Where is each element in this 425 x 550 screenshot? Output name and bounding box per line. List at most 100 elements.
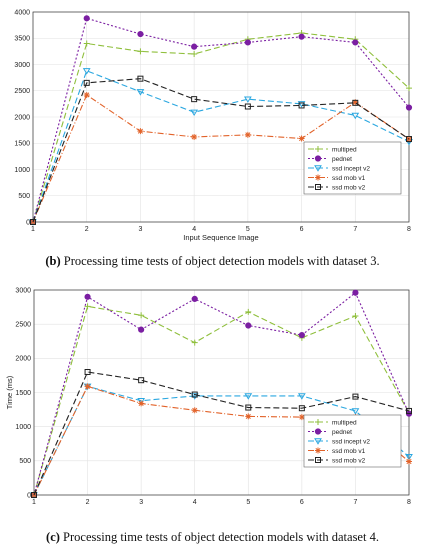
caption-b-tag: (b)	[45, 254, 61, 268]
x-tick-label: 8	[407, 226, 411, 233]
data-point	[83, 40, 90, 47]
y-tick-label: 2500	[15, 322, 31, 329]
data-point	[244, 393, 253, 400]
series-line	[33, 291, 410, 496]
legend-marker	[314, 428, 322, 435]
series-line	[32, 17, 410, 223]
data-point	[352, 39, 359, 46]
legend-marker	[315, 174, 321, 181]
data-point	[84, 369, 91, 375]
x-tick-label: 8	[407, 499, 411, 506]
data-point	[136, 89, 145, 96]
legend-marker	[314, 165, 322, 172]
legend-marker	[315, 447, 321, 454]
y-tick-label: 500	[19, 458, 31, 465]
legend-marker	[315, 184, 321, 190]
data-point	[406, 85, 412, 92]
data-point	[83, 15, 90, 22]
x-tick-label: 6	[300, 226, 304, 233]
data-point	[405, 454, 413, 461]
x-tick-label: 1	[32, 499, 36, 506]
data-point	[84, 383, 91, 390]
data-point	[191, 96, 198, 103]
y-tick-label: 1500	[15, 390, 31, 397]
y-tick-label: 1500	[14, 141, 30, 148]
data-point	[84, 303, 91, 310]
legend-label: multiped	[332, 146, 357, 153]
x-tick-label: 6	[300, 499, 304, 506]
x-tick-label: 4	[192, 226, 196, 233]
legend-marker	[314, 438, 322, 445]
legend: multiped pednet ssd incept v2 ssd mob v1 ssd…	[303, 141, 402, 195]
legend-marker	[314, 155, 322, 162]
data-point	[137, 48, 144, 55]
y-tick-label: 0	[26, 219, 30, 226]
data-point	[83, 79, 90, 86]
series-ssd-mob-v2	[30, 75, 412, 225]
legend-label: ssd incept v2	[332, 438, 370, 445]
legend-label: pednet	[332, 429, 352, 436]
data-point	[352, 99, 359, 106]
legend-marker	[315, 419, 321, 425]
data-point	[244, 131, 251, 138]
data-point	[298, 33, 305, 40]
x-tick-label: 5	[246, 499, 250, 506]
data-point	[84, 293, 91, 300]
y-tick-label: 1000	[15, 424, 31, 431]
data-point	[406, 407, 412, 414]
caption-c-tag: (c)	[46, 530, 60, 544]
data-point	[138, 326, 145, 333]
x-tick-label: 5	[246, 226, 250, 233]
data-point	[297, 101, 306, 108]
legend-label: ssd incept v2	[332, 165, 370, 172]
x-tick-label: 7	[353, 499, 357, 506]
series-ssd-mob-v2	[31, 369, 412, 498]
caption-c-text: Processing time tests of object detectio…	[59, 530, 379, 544]
legend-label: ssd mob v2	[332, 457, 366, 464]
data-point	[31, 492, 37, 498]
data-point	[298, 102, 305, 109]
y-tick-label: 3000	[14, 62, 30, 69]
data-point	[191, 295, 198, 302]
data-point	[352, 393, 359, 400]
data-point	[191, 133, 198, 140]
data-point	[351, 112, 360, 120]
y-tick-label: 2000	[14, 114, 30, 121]
y-tick-label: 2500	[14, 88, 30, 95]
legend-label: multiped	[332, 419, 357, 426]
legend-marker	[315, 457, 321, 463]
y-tick-label: 4000	[14, 9, 30, 16]
data-point	[298, 135, 305, 142]
data-point	[191, 339, 198, 346]
data-point	[298, 332, 305, 339]
axes-frame	[33, 289, 410, 496]
series-line	[33, 385, 410, 496]
data-point	[83, 91, 90, 98]
data-point	[30, 219, 36, 225]
data-point	[245, 308, 252, 315]
y-tick-label: 500	[18, 193, 30, 200]
caption-b: (b) Processing time tests of object dete…	[0, 254, 425, 269]
chart-b: 1 2 3 4 5 6 7 8 0 500 1000 1500 2000 2500 3000 3500 4000…	[14, 9, 413, 242]
data-point	[406, 136, 412, 143]
data-point	[137, 75, 144, 82]
data-point	[352, 312, 359, 319]
chart-c: 1 2 3 4 5 6 7 8 0 500 1000 1500 2000 2500 3000 Time (ms…	[5, 287, 413, 506]
data-point	[191, 51, 198, 57]
axes-frame	[32, 11, 410, 223]
data-point	[191, 407, 198, 414]
data-point	[138, 400, 145, 407]
legend-marker	[315, 146, 321, 152]
data-point	[137, 398, 146, 405]
y-tick-label: 0	[27, 492, 31, 499]
legend: multiped pednet ssd incept v2 ssd mob v1 ssd…	[303, 414, 402, 468]
y-tick-label: 1000	[14, 167, 30, 174]
data-point	[138, 312, 145, 319]
series-line	[32, 78, 410, 223]
data-point	[352, 99, 359, 106]
data-point	[190, 393, 199, 400]
x-tick-label: 7	[353, 226, 357, 233]
data-point	[245, 404, 252, 411]
legend-label: ssd mob v1	[332, 448, 366, 455]
legend-label: ssd mob v2	[332, 184, 366, 191]
